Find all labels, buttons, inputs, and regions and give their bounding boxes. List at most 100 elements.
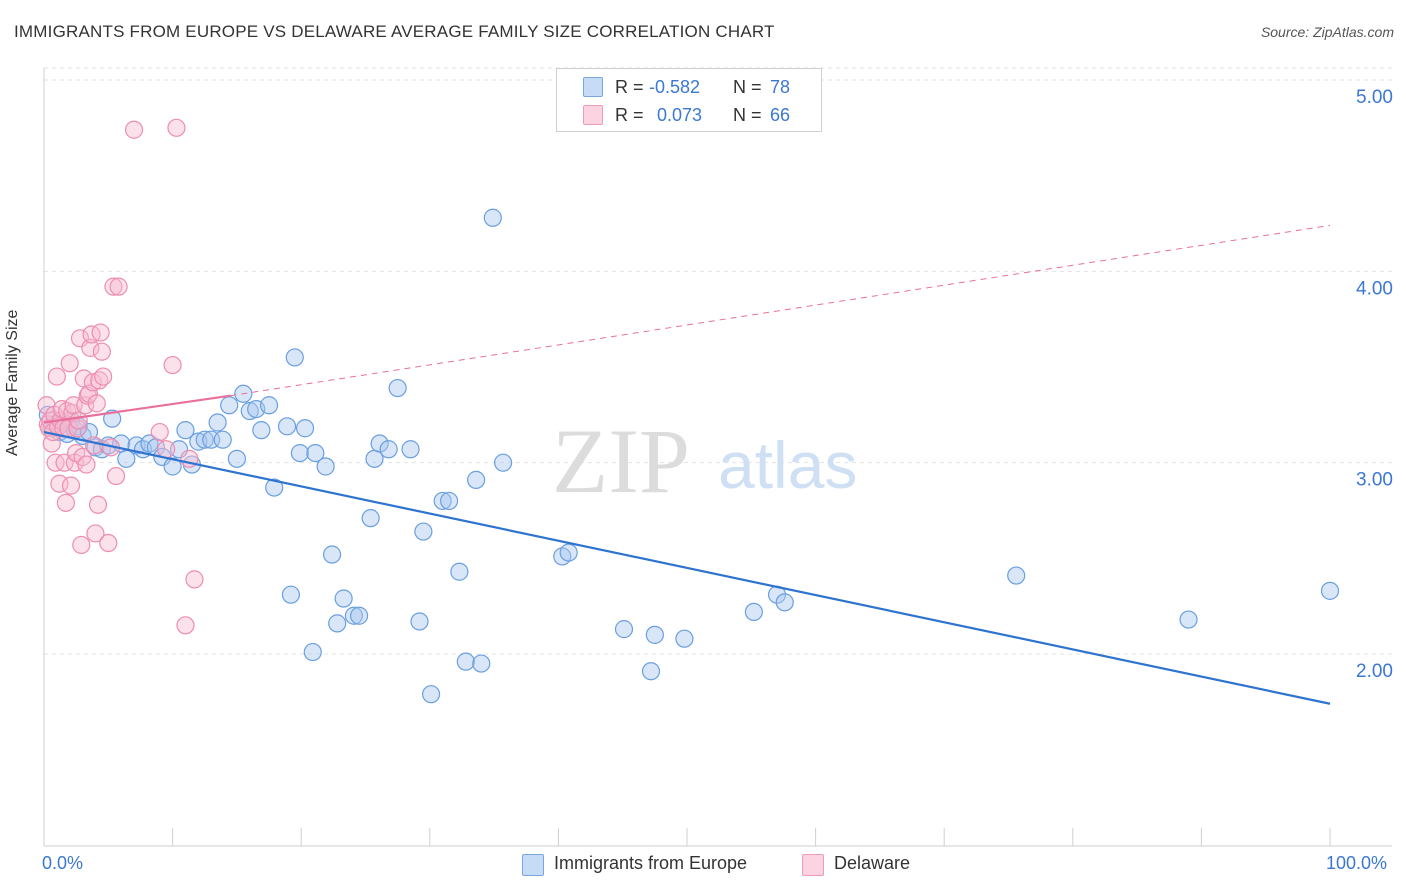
data-point [344,606,364,625]
data-point [645,625,664,644]
data-point [1320,581,1340,600]
legend-label-delaware: Delaware [834,853,911,873]
data-point [106,466,126,486]
data-point [494,453,513,472]
data-point [157,440,176,459]
gridlines [44,67,1392,655]
data-point [83,373,102,392]
watermark-atlas: atlas [718,428,857,502]
data-point [379,440,398,459]
data-point [56,493,75,512]
data-point [86,524,105,543]
data-point [1179,610,1198,629]
data-point [265,478,284,497]
y-tick-label: 4.00 [1356,278,1393,299]
data-point [47,367,66,386]
legend-label-europe: Immigrants from Europe [554,853,748,873]
series-delaware [37,118,204,635]
data-point [163,457,182,476]
trend-lines [43,224,1331,705]
data-point [208,413,227,432]
n-label: N = [733,77,762,97]
trend-line-delaware-solid [43,394,231,424]
watermark-zip: ZIP [552,410,690,512]
data-point [370,434,389,453]
data-point [104,277,123,296]
source-credit: Source: ZipAtlas.com [1260,24,1394,40]
n-value: 66 [770,105,791,125]
data-point [349,606,369,625]
data-point [456,652,475,671]
chart-title: IMMIGRANTS FROM EUROPE VS DELAWARE AVERA… [14,22,775,41]
data-point [79,384,99,403]
data-point [195,430,214,449]
data-point [328,614,347,633]
stats-swatch-europe [583,77,603,97]
y-tick-label: 2.00 [1356,661,1393,682]
data-point [220,396,239,415]
legend-swatch-europe [522,854,544,876]
data-points [37,118,1340,704]
data-point [414,522,433,541]
data-point [259,396,279,415]
data-point [240,401,259,421]
data-point [109,277,128,296]
data-point [466,470,486,489]
data-point [421,685,441,704]
x-tick-label-min: 0.0% [42,853,84,873]
r-label: R = [615,105,644,125]
data-point [450,562,469,581]
data-point [290,444,310,463]
data-point [433,491,452,511]
axes [43,68,1392,847]
legend-swatch-delaware [802,854,824,876]
data-point [37,396,56,415]
data-point [252,421,271,440]
data-point [316,457,335,476]
data-point [150,422,169,442]
data-point [388,378,407,398]
y-tick-labels: 2.00 3.00 4.00 5.00 [1356,87,1393,682]
data-point [91,323,110,342]
r-value: -0.582 [649,77,701,97]
data-point [50,474,69,493]
trend-line-europe [43,430,1331,705]
data-point [61,476,81,495]
data-point [81,338,100,357]
data-point [744,602,763,622]
data-point [88,495,108,514]
y-axis-label: Average Family Size [4,309,21,456]
data-point [163,355,182,375]
data-point [185,570,204,589]
data-point [85,436,104,455]
n-label: N = [733,105,762,125]
data-point [87,394,106,413]
data-point [295,419,315,438]
stats-row-europe: R = -0.582 N = 78 [557,73,821,99]
data-point [176,616,195,635]
data-point [99,533,118,553]
data-point [306,444,325,463]
data-point [124,120,144,139]
data-point [94,367,113,386]
stats-box: R = -0.582 N = 78 R = 0.073 N = 66 [556,68,822,132]
r-label: R = [615,77,644,97]
data-point [227,449,246,468]
data-point [559,543,578,562]
data-point [775,593,794,612]
data-point [614,620,634,639]
data-point [675,629,694,648]
data-point [641,662,661,681]
n-value: 78 [770,77,791,97]
data-point [410,612,429,631]
data-point [72,535,91,555]
data-point [277,417,297,436]
x-tick-label-max: 100.0% [1326,853,1388,873]
data-point [361,509,380,528]
stats-swatch-delaware [583,105,603,125]
data-point [322,545,342,564]
y-tick-label: 5.00 [1356,87,1393,108]
data-point [285,348,304,367]
data-point [281,585,301,604]
